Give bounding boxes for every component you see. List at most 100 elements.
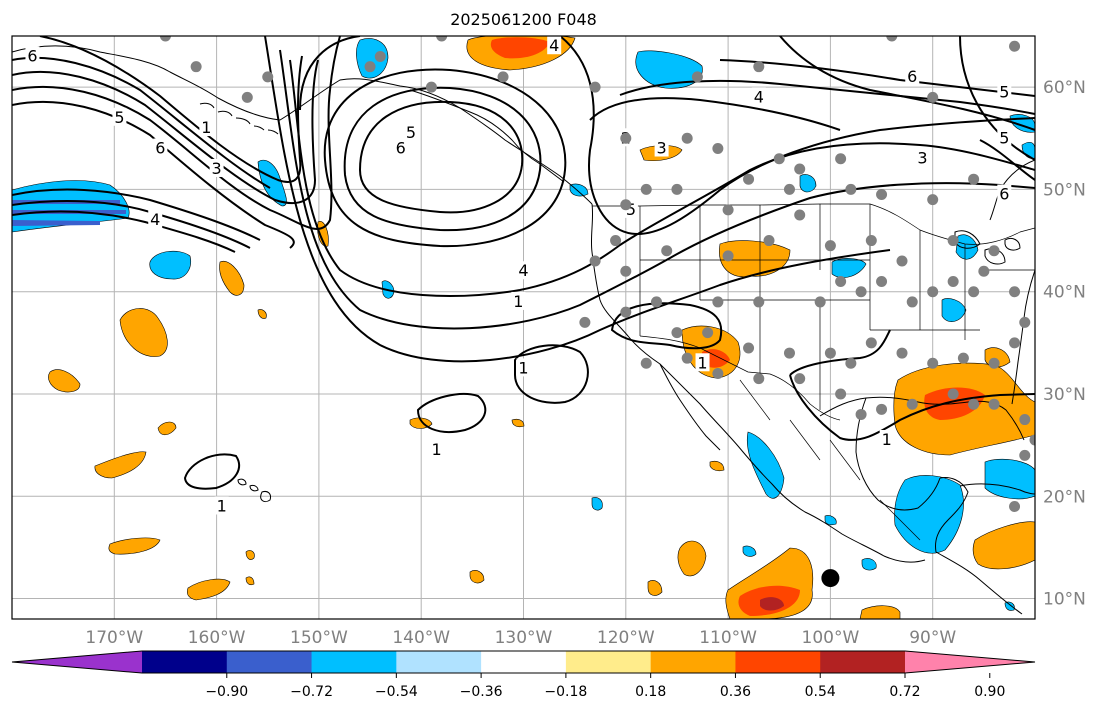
central-america-coast bbox=[935, 551, 1023, 615]
yucatan-coast bbox=[935, 477, 969, 553]
contour-label: 6 bbox=[155, 139, 165, 158]
colorbar-tick-label: −0.72 bbox=[290, 684, 333, 700]
east-coast bbox=[1011, 269, 1035, 405]
anomaly-area-positive bbox=[157, 421, 177, 436]
colorbar-segment bbox=[820, 651, 906, 673]
contour-label-bg bbox=[905, 66, 920, 85]
contour-label: 4 bbox=[518, 261, 528, 280]
anomaly-area-negative bbox=[824, 515, 837, 526]
contour-label: 5 bbox=[999, 82, 1009, 101]
station-dot bbox=[763, 235, 775, 247]
station-dot bbox=[855, 408, 867, 420]
anomaly-area-positive bbox=[677, 540, 707, 577]
contour-line bbox=[264, 36, 891, 363]
contour-label: 1 bbox=[697, 353, 707, 372]
contour-label-bg bbox=[547, 36, 562, 55]
contour-label-bg bbox=[511, 291, 526, 310]
station-dot bbox=[620, 265, 632, 277]
station-dot bbox=[988, 245, 1000, 257]
contour-line bbox=[789, 329, 1035, 441]
anomaly-area-positive bbox=[709, 460, 725, 472]
anomaly-area-positive bbox=[469, 570, 485, 584]
station-dot bbox=[876, 403, 888, 415]
station-dot bbox=[610, 235, 622, 247]
station-dot bbox=[436, 36, 448, 42]
mexico-states bbox=[739, 379, 921, 541]
station-dot bbox=[824, 240, 836, 252]
map-title: 2025061200 F048 bbox=[450, 10, 597, 29]
contour-label-bg bbox=[153, 138, 168, 157]
anomaly-area-negative bbox=[149, 250, 191, 280]
station-dot bbox=[681, 352, 693, 364]
lat-tick-label: 60°N bbox=[1043, 78, 1086, 98]
colorbar-tick-label: 0.54 bbox=[805, 684, 836, 700]
anomaly-area-positive bbox=[972, 521, 1035, 570]
station-dot bbox=[1009, 337, 1021, 349]
station-dot bbox=[241, 91, 253, 103]
anomaly-area-negative bbox=[356, 38, 389, 79]
contour-label: 5 bbox=[999, 128, 1009, 147]
lat-tick-label: 30°N bbox=[1043, 385, 1086, 405]
station-dot bbox=[896, 347, 908, 359]
station-dot bbox=[650, 296, 662, 308]
contour-line bbox=[323, 68, 567, 248]
mexico-gulf-coast bbox=[855, 397, 941, 511]
contour-label: 3 bbox=[917, 149, 927, 168]
contour-label: 1 bbox=[201, 118, 211, 137]
colorbar-tick-label: 0.72 bbox=[889, 684, 920, 700]
anomaly-area-positive bbox=[245, 576, 255, 586]
station-dot bbox=[1019, 449, 1031, 461]
lon-tick-label: 150°W bbox=[290, 628, 348, 648]
station-dot bbox=[794, 163, 806, 175]
station-dot bbox=[947, 275, 959, 287]
contour-label-bg bbox=[148, 210, 163, 229]
station-dot bbox=[896, 255, 908, 267]
contour-label: 5 bbox=[406, 123, 416, 142]
station-dot bbox=[845, 183, 857, 195]
station-dot bbox=[579, 316, 591, 328]
station-dot bbox=[845, 357, 857, 369]
colorbar-tick-label: −0.54 bbox=[375, 684, 418, 700]
contour-label: 3 bbox=[657, 139, 667, 158]
contour-labels: 6561345623541111114465536 bbox=[25, 36, 1012, 515]
station-dot bbox=[794, 209, 806, 221]
big-marker-dot bbox=[821, 569, 840, 588]
contour-line bbox=[12, 188, 261, 241]
contour-line bbox=[979, 139, 1035, 181]
station-dot bbox=[906, 398, 918, 410]
anomaly-area-positive bbox=[245, 550, 255, 560]
contour-label-bg bbox=[654, 138, 669, 157]
station-dot bbox=[190, 61, 202, 73]
contour-label-bg bbox=[516, 261, 531, 280]
anomaly-area-negative bbox=[955, 234, 979, 260]
colorbar-segment bbox=[226, 651, 313, 673]
contour-label: 6 bbox=[999, 185, 1009, 204]
state-lines bbox=[639, 204, 1035, 410]
anomaly-area-positive bbox=[48, 369, 81, 393]
anomaly-area-positive bbox=[186, 578, 231, 601]
longitude-tick-labels: 170°W 160°W 150°W 140°W 130°W 120°W 110°W 100°W… bbox=[85, 628, 956, 648]
anomaly-area-positive bbox=[859, 605, 901, 619]
station-dot bbox=[691, 71, 703, 83]
contour-label: 3 bbox=[212, 159, 222, 178]
map-panel[interactable]: 6561345623541111114465536 bbox=[11, 31, 1041, 620]
contour-label-bg bbox=[516, 358, 531, 377]
station-dot bbox=[712, 296, 724, 308]
station-dot bbox=[722, 204, 734, 216]
colorbar-segment bbox=[565, 651, 652, 673]
map-frame bbox=[11, 35, 1036, 620]
colorbar: −0.90 −0.72 −0.54 −0.36 −0.18 0.18 0.36 0.54 0.7… bbox=[11, 650, 1036, 700]
station-dot bbox=[865, 235, 877, 247]
hawaii-islands bbox=[237, 478, 271, 503]
station-dot bbox=[753, 61, 765, 73]
colorbar-segment bbox=[142, 651, 228, 673]
station-dot bbox=[497, 71, 509, 83]
station-dots bbox=[159, 36, 1035, 512]
station-dot bbox=[773, 153, 785, 165]
colorbar-tick-label: 0.36 bbox=[720, 684, 751, 700]
anomaly-area-negative bbox=[1004, 601, 1015, 611]
station-dot bbox=[1019, 316, 1031, 328]
anomaly-area-negative bbox=[861, 558, 877, 571]
contour-line bbox=[12, 56, 271, 189]
